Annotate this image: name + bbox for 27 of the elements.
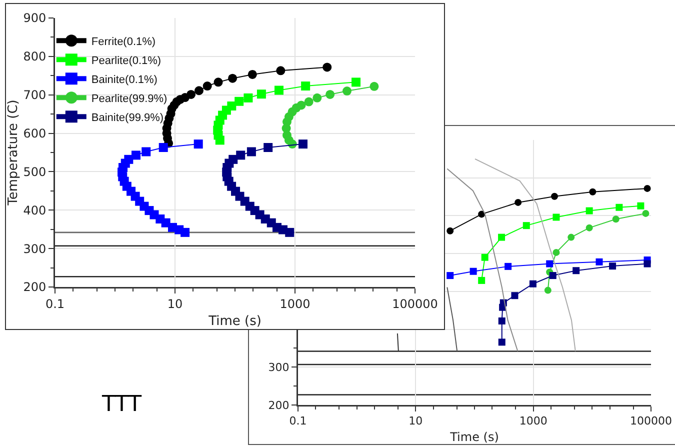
x-tick-label: 10 xyxy=(408,414,423,428)
y-axis-title: Temperature (C) xyxy=(6,100,21,206)
y-tick-label: 300 xyxy=(23,242,46,256)
legend-label: Pearlite(99.9%) xyxy=(91,92,168,105)
legend-label: Pearlite(0.1%) xyxy=(91,54,162,67)
y-tick-label: 700 xyxy=(23,88,46,102)
x-tick-label: 1000 xyxy=(519,414,548,428)
y-tick-label: 200 xyxy=(23,280,46,294)
legend-label: Bainite(0.1%) xyxy=(91,74,158,86)
y-tick-label: 800 xyxy=(23,50,46,64)
legend-label: Ferrite(0.1%) xyxy=(91,36,156,48)
x-tick-label: 1000 xyxy=(280,296,310,311)
x-tick-label: 100000 xyxy=(630,414,672,428)
x-tick-label: 0.1 xyxy=(45,296,65,311)
y-tick-label: 600 xyxy=(23,126,46,140)
legend-label: Bainite(99.9%) xyxy=(91,112,164,124)
y-tick-label: 200 xyxy=(268,398,290,412)
text: TTT xyxy=(102,392,142,417)
y-tick-label: 900 xyxy=(23,11,46,26)
x-tick-label: 0.1 xyxy=(289,414,307,428)
x-tick-label: 10 xyxy=(167,296,183,311)
x-axis-title: Time (s) xyxy=(208,314,262,329)
y-tick-label: 300 xyxy=(268,360,290,374)
x-tick-label: 100000 xyxy=(392,296,438,311)
y-tick-label: 400 xyxy=(23,203,46,218)
y-tick-label: 500 xyxy=(23,164,46,179)
x-axis-title: Time (s) xyxy=(449,430,499,444)
